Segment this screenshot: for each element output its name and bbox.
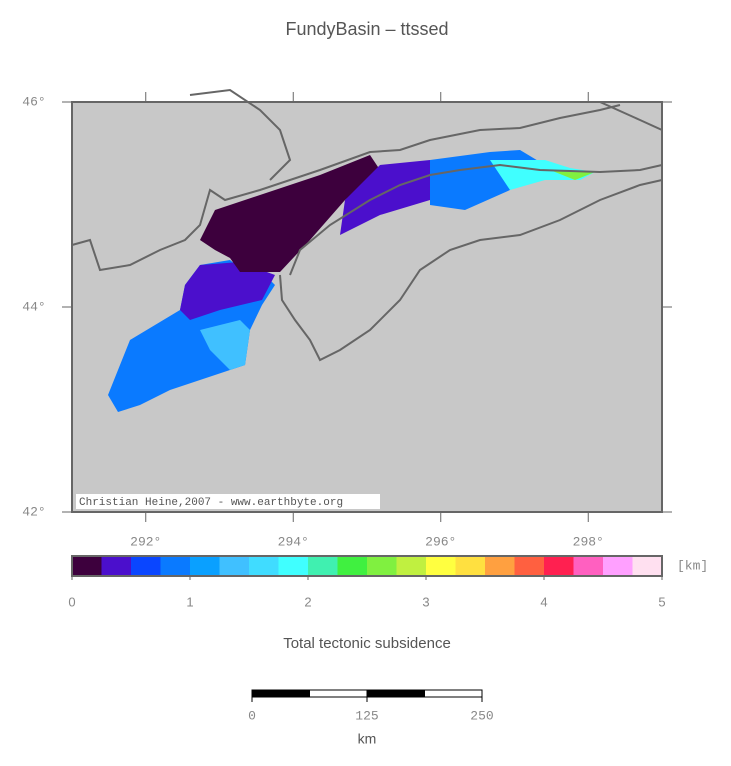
colorbar-tick-label: 0 <box>68 594 75 609</box>
colorbar-tick-label: 2 <box>304 594 311 609</box>
colorbar-cell <box>249 556 279 576</box>
colorbar-cell <box>367 556 397 576</box>
colorbar-label: Total tectonic subsidence <box>283 635 451 652</box>
title: FundyBasin – ttssed <box>285 19 448 39</box>
scalebar-unit: km <box>358 731 377 747</box>
colorbar-cell <box>131 556 161 576</box>
colorbar-cell <box>514 556 544 576</box>
scalebar-segment <box>424 689 483 698</box>
colorbar-cell <box>72 556 102 576</box>
basin <box>108 150 595 412</box>
colorbar-tick-label: 1 <box>186 594 193 609</box>
scalebar-tick-label: 0 <box>248 708 256 723</box>
scalebar-tick-label: 250 <box>470 708 493 723</box>
colorbar-cell <box>632 556 662 576</box>
colorbar-tick-label: 4 <box>540 594 547 609</box>
colorbar-cell <box>278 556 308 576</box>
colorbar-cell <box>219 556 249 576</box>
colorbar-cell <box>455 556 485 576</box>
colorbar-cell <box>101 556 131 576</box>
y-tick-label: 44° <box>22 299 45 314</box>
x-tick-label: 292° <box>130 534 161 549</box>
colorbar-frame <box>71 555 663 577</box>
credit: Christian Heine,2007 - www.earthbyte.org <box>79 497 343 509</box>
colorbar-cell <box>396 556 426 576</box>
colorbar-cell <box>160 556 190 576</box>
colorbar-tick-label: 3 <box>422 594 429 609</box>
scalebar-tick-label: 125 <box>355 708 378 723</box>
colorbar-cell <box>603 556 633 576</box>
scalebar-segment <box>309 689 368 698</box>
colorbar-cell <box>308 556 338 576</box>
y-tick-label: 42° <box>22 504 45 519</box>
x-tick-label: 296° <box>425 534 456 549</box>
credit-box <box>76 494 380 509</box>
scalebar-segment <box>251 689 310 698</box>
x-tick-label: 298° <box>573 534 604 549</box>
scalebar-segment <box>366 689 425 698</box>
colorbar-cell <box>426 556 456 576</box>
x-tick-label: 294° <box>278 534 309 549</box>
y-tick-label: 46° <box>22 94 45 109</box>
colorbar-cell <box>337 556 367 576</box>
colorbar-cell <box>190 556 220 576</box>
colorbar-tick-label: 5 <box>658 594 665 609</box>
colorbar-cell <box>573 556 603 576</box>
colorbar-unit: [km] <box>677 558 708 573</box>
colorbar-cell <box>485 556 515 576</box>
coastline <box>71 88 663 362</box>
colorbar-cell <box>544 556 574 576</box>
